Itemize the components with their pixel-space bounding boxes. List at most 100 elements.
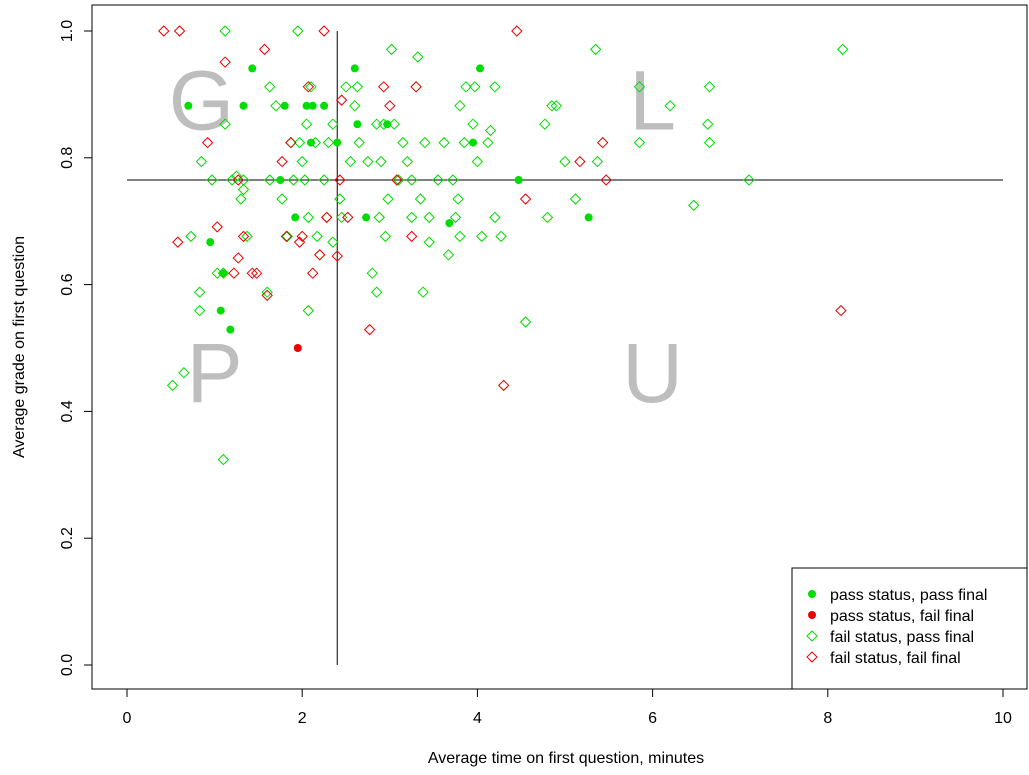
data-point	[230, 170, 243, 182]
y-tick-label: 0.4	[59, 400, 76, 422]
data-point	[226, 325, 235, 334]
data-point	[248, 64, 257, 73]
data-point	[362, 155, 374, 168]
x-axis: 0 2 4 6 8 10	[123, 688, 1012, 727]
data-point	[569, 193, 582, 205]
data-point	[362, 213, 371, 222]
data-point	[388, 118, 400, 130]
data-point	[333, 138, 342, 147]
legend-label-2: pass status, fail final	[830, 608, 974, 625]
data-point	[432, 174, 444, 186]
data-point	[206, 174, 218, 186]
data-point	[351, 81, 364, 93]
data-point	[322, 136, 335, 149]
data-point	[519, 316, 532, 328]
data-point	[412, 51, 424, 63]
data-point	[350, 64, 359, 73]
data-point	[300, 118, 313, 130]
data-point	[410, 81, 422, 93]
data-point	[476, 64, 485, 73]
data-point	[559, 155, 571, 168]
data-point	[405, 174, 418, 186]
data-point	[219, 269, 228, 278]
data-point	[270, 100, 282, 112]
legend-marker-4	[806, 651, 818, 663]
data-point	[287, 174, 300, 186]
data-point	[285, 136, 297, 149]
data-point	[469, 138, 478, 147]
data-point	[194, 304, 206, 317]
data-point	[321, 211, 333, 224]
data-points	[158, 25, 849, 466]
data-point	[373, 211, 385, 224]
data-point	[835, 304, 847, 317]
data-point	[258, 43, 271, 56]
data-point	[702, 118, 714, 130]
data-point	[293, 344, 302, 352]
data-point	[467, 118, 479, 130]
data-point	[211, 221, 223, 233]
x-tick-label: 4	[473, 710, 482, 727]
data-point	[449, 211, 462, 224]
data-point	[366, 267, 378, 279]
data-point	[237, 183, 250, 196]
data-point	[308, 101, 317, 110]
data-point	[349, 100, 361, 112]
data-point	[541, 211, 554, 224]
data-point	[184, 101, 193, 110]
data-point	[353, 120, 362, 129]
data-point	[261, 289, 273, 302]
data-point	[379, 230, 392, 243]
y-tick-label: 0.2	[59, 527, 76, 549]
data-point	[384, 100, 396, 112]
data-point	[836, 43, 849, 56]
data-point	[178, 367, 190, 379]
data-point	[302, 81, 315, 93]
data-point	[391, 174, 403, 186]
data-point	[482, 136, 494, 149]
data-point	[172, 236, 184, 248]
series-1	[184, 64, 593, 334]
data-point	[514, 175, 523, 184]
series-3	[166, 25, 849, 466]
data-point	[489, 211, 501, 224]
data-point	[296, 155, 308, 168]
data-point	[250, 267, 263, 279]
data-point	[185, 230, 197, 243]
data-point	[311, 230, 323, 243]
data-point	[414, 193, 427, 205]
data-point	[335, 94, 348, 106]
data-point	[291, 213, 300, 222]
data-point	[591, 155, 604, 168]
x-tick-label: 2	[298, 710, 307, 727]
data-point	[305, 81, 317, 93]
data-point	[306, 138, 315, 147]
y-tick-label: 0.0	[59, 654, 76, 676]
data-point	[276, 155, 288, 168]
data-point	[370, 286, 383, 298]
data-point	[280, 230, 293, 243]
data-point	[302, 101, 311, 110]
data-point	[334, 174, 346, 186]
data-point	[307, 267, 319, 279]
data-point	[194, 286, 206, 298]
data-point	[489, 81, 501, 93]
data-point	[331, 250, 343, 262]
data-point	[405, 230, 418, 243]
data-point	[392, 174, 405, 186]
data-point	[584, 213, 593, 222]
data-point	[261, 286, 273, 298]
data-point	[219, 118, 231, 130]
quadrant-label-l: L	[629, 53, 676, 147]
data-point	[353, 136, 365, 149]
data-point	[495, 230, 507, 243]
quadrant-labels: G L P U	[169, 53, 683, 420]
data-point	[511, 25, 523, 37]
data-point	[497, 379, 510, 392]
y-tick-label: 0.8	[59, 147, 76, 169]
data-point	[235, 193, 247, 205]
data-point	[688, 199, 700, 212]
data-point	[318, 25, 330, 37]
x-tick-label: 6	[648, 710, 657, 727]
